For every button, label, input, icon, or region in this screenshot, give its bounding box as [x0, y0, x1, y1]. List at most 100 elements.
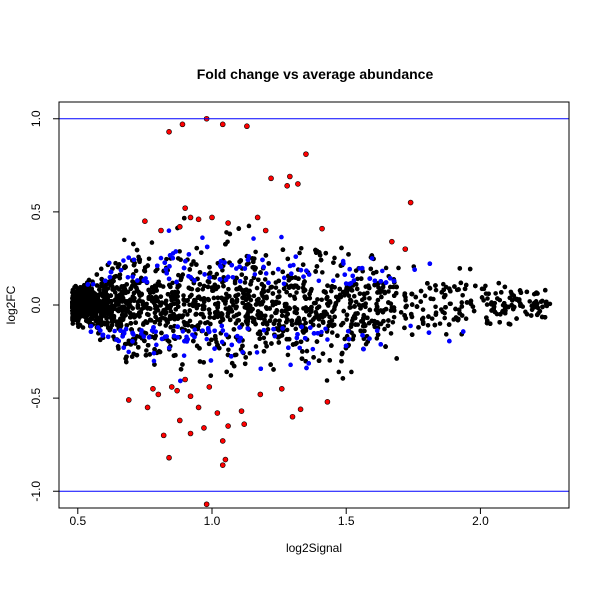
- data-point: [155, 391, 162, 398]
- data-point: [250, 306, 255, 312]
- data-point: [123, 359, 129, 365]
- data-point: [306, 272, 312, 277]
- data-point: [298, 267, 304, 273]
- data-point: [402, 291, 408, 296]
- data-point: [152, 362, 157, 367]
- data-point: [113, 260, 118, 266]
- data-point: [71, 304, 76, 310]
- data-point: [319, 225, 325, 232]
- data-point: [332, 284, 337, 290]
- data-point: [248, 281, 253, 287]
- data-point: [237, 325, 242, 330]
- data-point: [154, 288, 159, 293]
- data-point: [136, 257, 142, 263]
- data-point: [204, 336, 210, 342]
- data-point: [437, 321, 443, 326]
- data-point: [219, 462, 226, 468]
- data-point: [169, 290, 175, 295]
- data-point: [507, 295, 513, 301]
- data-point: [134, 247, 140, 253]
- data-point: [391, 278, 397, 284]
- data-point: [98, 328, 103, 333]
- data-point: [453, 315, 459, 320]
- data-point: [126, 349, 131, 355]
- data-point: [203, 501, 210, 508]
- data-point: [175, 289, 180, 295]
- data-point: [468, 301, 474, 307]
- data-point: [99, 276, 104, 282]
- data-point: [496, 280, 502, 286]
- data-point: [344, 317, 350, 322]
- data-point: [369, 256, 375, 261]
- data-point: [502, 310, 508, 316]
- data-point: [114, 320, 120, 325]
- data-point: [194, 262, 199, 267]
- data-point: [208, 321, 213, 327]
- data-point: [375, 290, 380, 295]
- data-point: [533, 299, 539, 304]
- data-point: [443, 304, 448, 310]
- data-point: [391, 308, 397, 313]
- data-point: [265, 288, 271, 294]
- data-point: [235, 292, 241, 297]
- data-point: [206, 279, 212, 285]
- data-point: [366, 285, 372, 291]
- data-point: [325, 283, 330, 288]
- data-point: [228, 373, 234, 378]
- data-point: [186, 285, 192, 291]
- data-point: [130, 274, 135, 280]
- data-point: [135, 312, 141, 318]
- data-point: [98, 318, 103, 323]
- data-point: [234, 275, 239, 281]
- data-point: [102, 278, 108, 284]
- data-point: [311, 331, 317, 336]
- data-point: [198, 250, 204, 255]
- data-point: [497, 319, 502, 325]
- data-point: [229, 262, 235, 268]
- data-point: [268, 285, 274, 290]
- data-point: [201, 306, 207, 311]
- data-point: [77, 296, 82, 301]
- data-point: [188, 275, 194, 280]
- data-point: [502, 306, 508, 312]
- data-point: [287, 173, 293, 180]
- data-point: [117, 275, 123, 281]
- data-point: [242, 304, 248, 310]
- data-point: [158, 294, 164, 299]
- data-point: [372, 322, 377, 328]
- data-point: [175, 304, 181, 309]
- data-point: [201, 425, 207, 431]
- data-point: [159, 336, 165, 342]
- data-point: [229, 309, 235, 314]
- data-point: [119, 284, 124, 289]
- data-point: [262, 317, 267, 322]
- data-point: [271, 321, 277, 326]
- data-point: [252, 272, 258, 277]
- data-point: [276, 340, 282, 345]
- data-point: [154, 342, 159, 348]
- data-point: [542, 315, 548, 320]
- data-point: [224, 369, 229, 375]
- data-point: [152, 347, 157, 352]
- data-point: [182, 376, 188, 383]
- data-point: [275, 294, 281, 300]
- data-point: [245, 326, 251, 331]
- data-point: [176, 417, 183, 424]
- data-point: [440, 309, 445, 315]
- data-point: [258, 270, 263, 275]
- data-point: [362, 295, 367, 301]
- data-point: [498, 311, 503, 317]
- data-point: [89, 308, 95, 313]
- data-point: [141, 334, 147, 339]
- data-point: [163, 301, 168, 306]
- data-point: [87, 303, 93, 308]
- data-point: [164, 334, 169, 339]
- data-point: [540, 304, 545, 310]
- data-point: [302, 279, 307, 284]
- data-point: [376, 285, 381, 290]
- data-point: [280, 247, 286, 253]
- data-point: [253, 249, 258, 255]
- data-point: [289, 322, 295, 328]
- data-point: [281, 281, 287, 287]
- data-point: [227, 293, 232, 299]
